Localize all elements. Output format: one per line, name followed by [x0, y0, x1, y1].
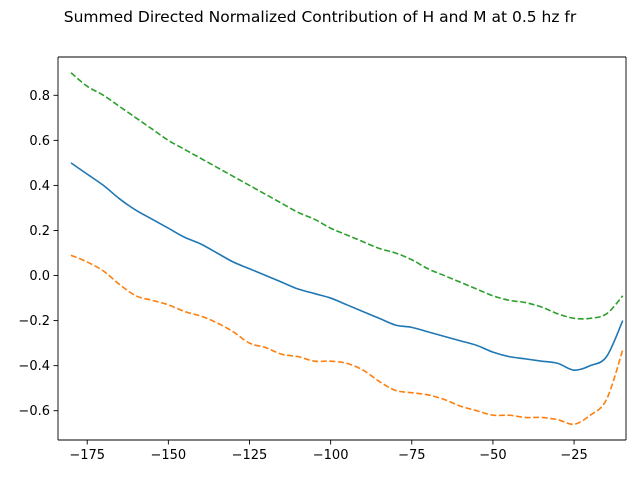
y-tick-label: 0.4	[29, 179, 50, 194]
y-tick-label: 0.2	[29, 224, 50, 239]
x-tick-label: −25	[560, 448, 587, 463]
series-line-1	[70, 162, 624, 371]
x-tick-label: −150	[150, 448, 186, 463]
series-line-3	[70, 72, 624, 320]
axes-layer: −175 −150 −125 −100 −75 −50 −25 −0.6 −0.4 −0.2 0.0…	[18, 56, 627, 463]
chart-title: Summed Directed Normalized Contribution …	[64, 8, 577, 26]
plot-series-layer	[70, 72, 624, 426]
y-tick-label: 0.6	[29, 134, 50, 149]
y-tick-label: 0.8	[29, 89, 50, 104]
y-tick-label: −0.4	[18, 359, 50, 374]
x-tick-label: −125	[232, 448, 268, 463]
series-line-2	[70, 254, 624, 426]
y-tick-label: −0.2	[18, 314, 50, 329]
x-tick-label: −175	[69, 448, 105, 463]
x-tick-label: −75	[398, 448, 425, 463]
x-tick-label: −100	[313, 448, 349, 463]
y-tick-label: −0.6	[18, 404, 50, 419]
y-tick-label: 0.0	[29, 269, 50, 284]
x-tick-label: −50	[479, 448, 506, 463]
